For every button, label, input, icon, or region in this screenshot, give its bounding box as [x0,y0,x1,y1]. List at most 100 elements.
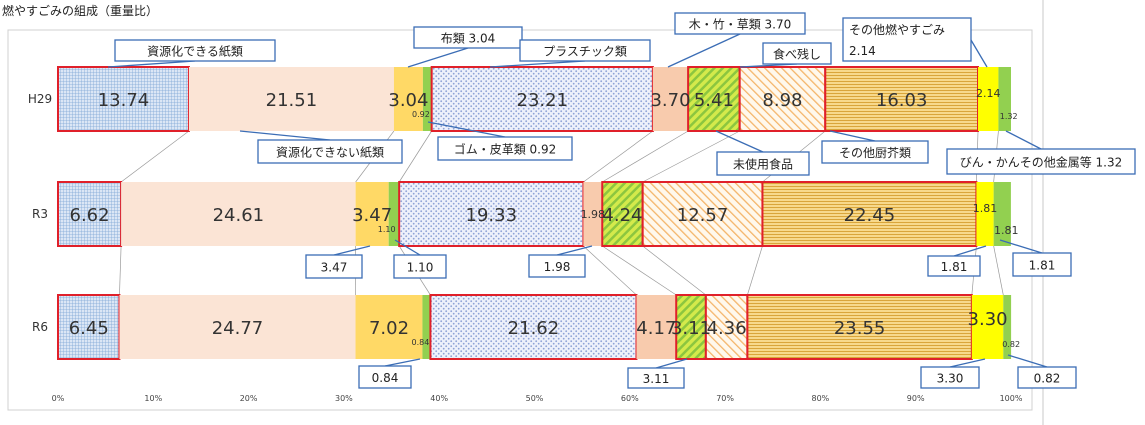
callout-leader [427,121,506,138]
data-label: 4.24 [602,205,642,226]
callout-text: 1.98 [544,260,571,274]
data-label: 1.81 [973,202,998,215]
connector-line [642,245,707,296]
callout-text: 資源化できる紙類 [147,44,243,59]
data-label: 21.51 [266,90,318,111]
x-tick-label: 40% [430,394,448,403]
callout-text: 布類 3.04 [441,32,496,46]
callout-box [927,255,981,277]
x-tick-label: 80% [812,394,830,403]
bar-segment [583,182,603,246]
callout-leader [394,239,421,256]
data-label: 6.62 [70,205,110,226]
callout-box [716,151,810,176]
callout-text: その他厨芥類 [839,146,911,160]
bar-segment [57,181,123,247]
callout-text: 食べ残し [773,47,821,62]
data-label: 1.98 [581,208,606,221]
x-tick-label: 90% [907,394,925,403]
bar-segment [429,294,638,360]
bar-segment [430,66,654,132]
data-label: 23.55 [834,318,886,339]
value-labels: 13.74 21.51 3.040.92 23.21 3.70 5.41 8.98 16.03… [69,87,1020,349]
callout-leader [107,60,196,68]
data-label: 7.02 [369,318,409,339]
x-tick-label: 60% [621,394,639,403]
data-label: 3.04 [388,90,428,111]
bar-segment [738,66,827,132]
bar-segment [687,66,741,132]
callout-text: 1.81 [941,260,968,274]
callout-text: 3.47 [321,261,348,275]
callout-box [946,148,1136,175]
callout-box [519,39,651,62]
callout-leader [949,358,986,368]
data-label: 1.81 [994,224,1019,237]
bar-segment [422,295,431,359]
category-label: R6 [32,320,48,334]
data-label: 21.62 [508,318,560,339]
bar-segment [971,295,1004,359]
bar-segment [652,67,689,131]
callout-leader [953,245,987,257]
callout-box [114,39,276,62]
connector-line [993,245,1004,296]
callout-leader [715,130,764,153]
data-label: 23.21 [517,90,569,111]
connector-line [747,245,763,296]
bar-segment [398,181,585,247]
data-label: 3.70 [650,90,690,111]
bar-segment [119,295,356,359]
data-label: 3.11 [671,318,711,339]
callout-box [674,12,806,35]
callout-leader [1007,354,1048,368]
bar-segment [978,67,999,131]
data-label: 22.45 [844,205,896,226]
callout-text: 3.11 [643,372,670,386]
callout-box [842,17,972,62]
data-label: 13.74 [98,90,150,111]
callout-box [1017,366,1077,389]
x-tick-label: 10% [144,394,162,403]
callout-text: プラスチック類 [543,45,627,59]
bars [57,66,1012,360]
callout-text: 2.14 [849,44,876,58]
callout-box [305,254,363,279]
data-label: 3.30 [968,309,1008,330]
bar-segment [57,66,190,132]
callout-text: 木・竹・草類 3.70 [689,18,792,32]
callout-leader [384,358,421,367]
data-label: 3.47 [352,205,392,226]
data-label: 1.10 [378,225,396,234]
connector-line [398,130,432,183]
x-tick-label: 30% [335,394,353,403]
bar-segment [57,294,121,360]
category-label: H29 [28,92,52,106]
callout-box [437,136,573,161]
category-labels: H29 R3 R6 [28,92,52,334]
callout-leader [239,130,331,141]
callout-box [413,26,523,49]
callout-leader [1005,130,1042,150]
chart-title: 燃やすごみの組成（重量比） [2,4,159,18]
callout-text: 資源化できない紙類 [276,145,384,160]
callout-leader [333,245,371,256]
callout-box [528,254,586,278]
x-tick-label: 0% [52,394,65,403]
callout-box [920,366,980,389]
callout-box [821,140,929,164]
callout-box [762,42,832,65]
callout-text: 0.84 [372,371,399,385]
bar-segment [761,181,978,247]
data-label: 16.03 [876,90,928,111]
data-label: 24.61 [213,205,265,226]
callout-box [1012,252,1072,277]
callout-text: びん・かんその他金属等 1.32 [960,155,1123,170]
bar-segment [355,182,389,246]
bar-segment [422,67,432,131]
bar-segment [976,182,994,246]
callout-leader [667,33,741,68]
data-label: 12.57 [677,205,729,226]
data-label: 0.84 [412,338,430,347]
callout-box [358,365,412,389]
